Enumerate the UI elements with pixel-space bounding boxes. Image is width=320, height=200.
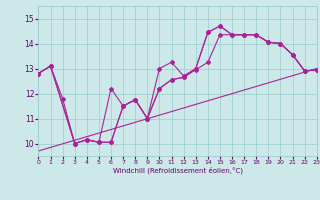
X-axis label: Windchill (Refroidissement éolien,°C): Windchill (Refroidissement éolien,°C) <box>113 167 243 174</box>
